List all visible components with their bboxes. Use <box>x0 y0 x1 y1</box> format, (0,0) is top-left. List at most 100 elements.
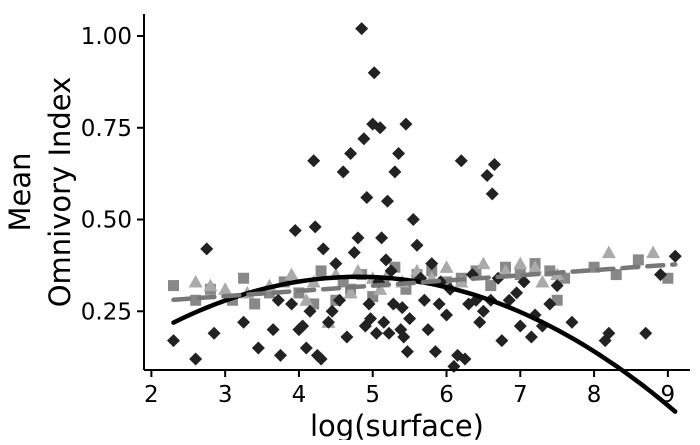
diamond-point <box>336 165 350 179</box>
diamond-point <box>384 264 398 278</box>
diamond-point <box>421 323 435 337</box>
diamond-point <box>379 253 393 267</box>
diamond-point <box>653 268 667 282</box>
diamond-point <box>364 312 378 326</box>
triangle-point <box>601 245 616 259</box>
diamond-point <box>355 22 369 36</box>
y-axis-title: Mean Omnivory Index <box>3 77 77 308</box>
diamond-point <box>189 352 203 366</box>
diamond-point <box>440 308 454 322</box>
triangle-point <box>188 274 203 288</box>
square-point <box>238 272 250 284</box>
triangle-point <box>646 245 661 259</box>
triangle-point <box>299 293 314 306</box>
diamond-point <box>495 334 509 348</box>
y-tick-label: 0.25 <box>81 299 132 325</box>
square-point <box>400 283 412 295</box>
diamond-point <box>388 165 402 179</box>
x-tick-label: 6 <box>439 382 454 408</box>
diamond-point <box>369 326 383 340</box>
diamond-point <box>340 330 354 344</box>
diamond-point <box>397 330 411 344</box>
triangle-point <box>535 274 550 288</box>
diamond-point <box>237 315 251 329</box>
square-point <box>485 280 497 292</box>
diamond-point <box>473 315 487 329</box>
diamond-point <box>485 187 499 201</box>
diamond-point <box>373 121 387 135</box>
y-tick-label: 0.50 <box>81 208 132 234</box>
triangle-point <box>350 263 365 277</box>
diamond-point <box>333 293 347 307</box>
triangle-point <box>498 263 513 277</box>
diamond-point <box>458 352 472 366</box>
triangle-point <box>284 267 299 281</box>
diamond-point <box>329 257 343 271</box>
square-point <box>389 261 401 273</box>
dashed-fit-line <box>171 262 678 303</box>
diamond-point <box>417 293 431 307</box>
diamond-point <box>314 352 328 366</box>
triangle-point <box>343 285 358 299</box>
diamond-point <box>274 348 287 362</box>
triangle-point <box>373 282 388 295</box>
diamond-point <box>668 249 682 263</box>
square-point <box>308 298 320 310</box>
diamond-point <box>325 304 339 318</box>
triangle-point <box>203 278 218 292</box>
diamond-point <box>524 330 538 344</box>
square-point <box>588 261 600 273</box>
diamond-point <box>399 117 413 131</box>
diamond-point <box>454 154 468 168</box>
diamond-point <box>400 345 414 359</box>
diamond-point <box>513 319 527 333</box>
diamond-point <box>375 231 389 245</box>
square-point <box>190 294 202 306</box>
x-axis-title: log(surface) <box>310 409 484 440</box>
diamond-point <box>299 341 313 355</box>
diamond-point <box>296 319 310 333</box>
diamond-point <box>517 275 531 289</box>
square-point <box>249 298 261 310</box>
diamond-point <box>321 315 335 329</box>
diamond-point <box>487 157 501 171</box>
diamond-point <box>510 286 524 300</box>
diamond-point <box>476 304 490 318</box>
diamond-point <box>377 315 391 329</box>
diamond-point <box>425 257 439 271</box>
x-tick-label: 3 <box>218 382 233 408</box>
x-tick-label: 7 <box>513 382 528 408</box>
square-point <box>367 291 379 303</box>
diamond-point <box>360 191 374 205</box>
diamond-point <box>316 242 330 256</box>
diamond-point <box>602 326 616 340</box>
fit-lines <box>171 262 678 414</box>
diamond-point <box>347 246 361 260</box>
diamond-point <box>303 304 317 318</box>
diamond-point <box>639 326 653 340</box>
square-point <box>551 294 563 306</box>
diamond-point <box>432 297 446 311</box>
diamond-point <box>200 242 214 256</box>
diamond-point <box>266 323 280 337</box>
square-point <box>337 276 349 288</box>
diamond-point <box>285 297 299 311</box>
diamond-point <box>395 301 409 315</box>
square-point <box>632 254 644 266</box>
diamond-point <box>207 326 221 340</box>
y-axis-title-line-1: Mean <box>3 152 37 231</box>
diamond-point <box>344 146 358 160</box>
diamond-point <box>565 315 579 329</box>
diamond-point <box>380 194 394 208</box>
diamond-point <box>362 297 376 311</box>
triangle-point <box>528 260 543 273</box>
diamond-point <box>410 238 424 252</box>
square-point <box>662 272 674 284</box>
diamond-point <box>502 293 516 307</box>
diamond-point <box>367 66 381 80</box>
square-point <box>610 269 622 281</box>
y-tick-label: 1.00 <box>81 24 132 50</box>
triangle-point <box>218 282 233 295</box>
